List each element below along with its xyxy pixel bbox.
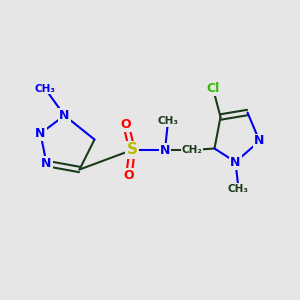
Text: O: O (124, 169, 134, 182)
Text: N: N (41, 157, 52, 170)
Text: O: O (121, 118, 131, 131)
Text: S: S (127, 142, 137, 158)
Text: Cl: Cl (206, 82, 220, 95)
Text: N: N (35, 127, 46, 140)
Text: N: N (254, 134, 265, 148)
Text: N: N (59, 109, 70, 122)
Text: N: N (230, 155, 241, 169)
Text: CH₃: CH₃ (228, 184, 249, 194)
Text: CH₃: CH₃ (158, 116, 178, 127)
Text: CH₂: CH₂ (182, 145, 203, 155)
Text: CH₃: CH₃ (34, 83, 56, 94)
Text: N: N (160, 143, 170, 157)
